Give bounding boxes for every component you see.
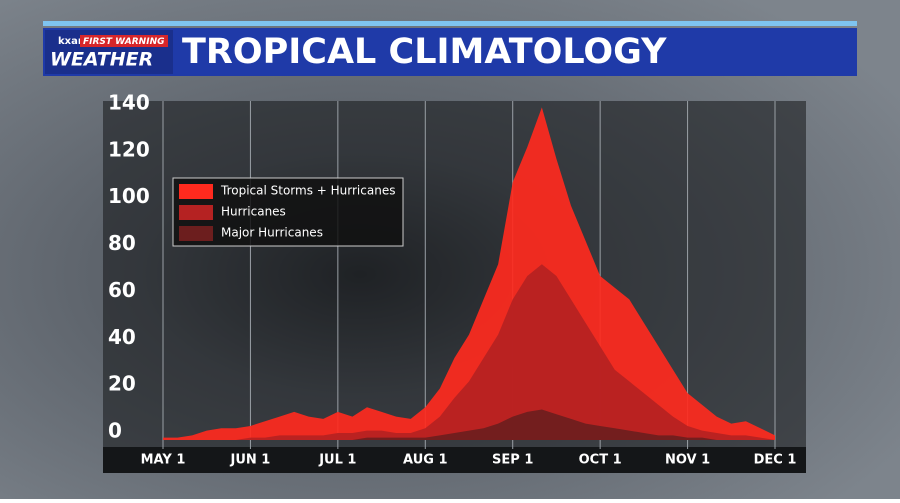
x-tick-label: SEP 1 — [492, 453, 533, 468]
legend-swatch — [179, 184, 213, 199]
area — [163, 409, 775, 440]
header-bar — [43, 28, 857, 76]
y-tick-label: 120 — [108, 137, 150, 161]
header-stripe — [43, 21, 857, 26]
y-tick-label: 140 — [108, 91, 150, 115]
y-tick-label: 40 — [108, 325, 136, 349]
legend-swatch — [179, 205, 213, 220]
x-tick-label: AUG 1 — [403, 453, 447, 468]
x-tick-label: JUL 1 — [318, 453, 356, 468]
logo-top: kxan — [58, 36, 85, 47]
x-tick-label: DEC 1 — [754, 453, 797, 468]
y-tick-label: 60 — [108, 278, 136, 302]
area — [163, 107, 775, 441]
x-tick-label: NOV 1 — [665, 453, 710, 468]
x-tick-label: MAY 1 — [141, 453, 186, 468]
x-tick-label: OCT 1 — [579, 453, 622, 468]
area — [163, 264, 775, 440]
y-tick-label: 80 — [108, 231, 136, 255]
x-axis-band — [103, 447, 806, 473]
logo-main: WEATHER — [50, 49, 153, 71]
y-tick-label: 0 — [108, 419, 122, 443]
legend-swatch — [179, 226, 213, 241]
logo-badge: FIRST WARNING — [83, 37, 164, 47]
y-tick-label: 100 — [108, 184, 150, 208]
legend-label: Major Hurricanes — [221, 226, 323, 240]
x-tick-label: JUN 1 — [229, 453, 270, 468]
y-tick-label: 20 — [108, 372, 136, 396]
legend-label: Tropical Storms + Hurricanes — [220, 184, 395, 198]
chart-title: TROPICAL CLIMATOLOGY — [182, 32, 667, 72]
legend-label: Hurricanes — [221, 205, 286, 219]
logo-badge-bg — [80, 35, 168, 47]
